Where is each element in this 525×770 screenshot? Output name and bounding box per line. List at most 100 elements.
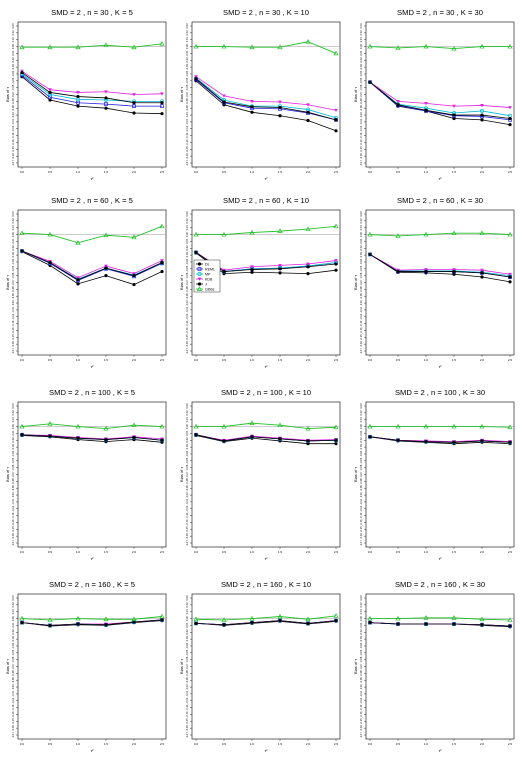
y-tick-label: 0.00: [11, 43, 15, 49]
y-tick-label: -0.05: [185, 649, 189, 655]
y-tick-label: -0.01: [185, 50, 189, 56]
marker-j: [334, 438, 338, 442]
y-tick-label: -0.06: [359, 272, 363, 278]
marker-kdb: [132, 93, 136, 97]
marker-j: [480, 113, 484, 117]
marker-kdb: [250, 265, 254, 269]
y-tick-label: 0.03: [359, 211, 363, 217]
x-tick-label: 1.5: [104, 358, 109, 362]
x-tick-label: 2.0: [306, 742, 311, 746]
y-tick-label: -0.15: [11, 146, 15, 152]
y-tick-label: -0.15: [359, 718, 363, 724]
marker-kdb: [452, 268, 456, 272]
series-line-dl: [369, 436, 511, 445]
y-axis-label: Bias of τ: [353, 467, 358, 482]
marker-dl: [76, 282, 80, 286]
y-tick-label: -0.13: [185, 512, 189, 518]
y-tick-label: -0.09: [185, 293, 189, 299]
y-tick-label: -0.15: [185, 334, 189, 340]
y-axis-label: Bias of τ: [5, 275, 10, 290]
x-tick-label: 2.5: [508, 170, 513, 174]
x-tick-label: 2.0: [132, 550, 137, 554]
y-tick-label: -0.10: [185, 684, 189, 690]
y-tick-label: -0.15: [359, 146, 363, 152]
y-axis-label: Bias of τ: [353, 659, 358, 674]
x-tick-label: 1.0: [76, 170, 81, 174]
y-tick-label: -0.17: [11, 731, 15, 737]
marker-dl: [278, 114, 282, 118]
marker-dl: [334, 129, 338, 133]
marker-mp: [197, 272, 202, 276]
y-tick-label: -0.01: [185, 238, 189, 244]
marker-dl: [104, 274, 108, 278]
y-tick-label: -0.03: [359, 636, 363, 642]
marker-reml: [132, 104, 136, 108]
x-tick-label: 1.5: [452, 550, 457, 554]
marker-gibbs: [19, 615, 25, 621]
y-tick-label: -0.16: [359, 153, 363, 159]
legend-label-j: J: [205, 282, 207, 286]
series-line-j: [369, 436, 511, 443]
marker-dl: [508, 123, 512, 127]
x-tick-label: 2.5: [334, 742, 339, 746]
marker-j: [334, 118, 338, 122]
y-tick-label: -0.08: [11, 670, 15, 676]
x-tick-label: 2.5: [334, 550, 339, 554]
series-line-j: [195, 434, 337, 442]
marker-j: [222, 623, 226, 627]
marker-kdb: [334, 259, 338, 263]
x-tick-label: 2.5: [508, 358, 513, 362]
marker-dl: [452, 272, 456, 276]
y-tick-label: -0.04: [11, 70, 15, 76]
y-tick-label: -0.17: [185, 159, 189, 165]
panel: SMD = 2 , n = 30 , K = 50.030.020.010.00…: [5, 8, 167, 181]
y-tick-label: -0.13: [185, 320, 189, 326]
marker-gibbs: [507, 231, 513, 237]
x-tick-label: 1.5: [278, 358, 283, 362]
y-tick-label: -0.03: [359, 444, 363, 450]
panel: SMD = 2 , n = 160 , K = 300.030.020.010.…: [353, 580, 515, 753]
y-tick-label: -0.10: [11, 300, 15, 306]
y-tick-label: -0.14: [11, 519, 15, 525]
y-tick-label: -0.17: [185, 347, 189, 353]
marker-kdb: [424, 102, 428, 106]
y-tick-label: -0.02: [11, 437, 15, 443]
x-tick-label: 0.0: [368, 358, 373, 362]
y-tick-label: -0.12: [185, 697, 189, 703]
y-tick-label: -0.17: [11, 159, 15, 165]
series-line-j: [195, 78, 337, 121]
y-tick-label: -0.02: [11, 629, 15, 635]
marker-gibbs: [75, 240, 81, 245]
y-tick-label: -0.12: [359, 505, 363, 511]
y-tick-label: -0.03: [11, 636, 15, 642]
panel-title: SMD = 2 , n = 100 , K = 30: [395, 388, 485, 397]
y-tick-label: 0.03: [11, 23, 15, 29]
marker-gibbs: [131, 44, 137, 50]
y-tick-label: -0.10: [359, 684, 363, 690]
y-tick-label: 0.02: [359, 410, 363, 416]
y-axis-label: Bias of τ: [5, 87, 10, 102]
marker-j: [250, 621, 254, 625]
series-line-gibbs: [195, 615, 337, 621]
marker-gibbs: [47, 44, 53, 50]
marker-j: [48, 261, 52, 265]
marker-j: [104, 266, 108, 270]
y-tick-label: -0.17: [359, 539, 363, 545]
marker-j: [20, 249, 24, 253]
y-tick-label: -0.14: [359, 711, 363, 717]
series-line-kdb: [369, 81, 511, 108]
y-tick-label: -0.04: [11, 642, 15, 648]
x-tick-label: 0.5: [396, 742, 401, 746]
marker-dl: [508, 280, 512, 284]
plot-frame: [365, 401, 515, 548]
y-tick-label: 0.00: [185, 423, 189, 429]
x-tick-label: 0.0: [194, 358, 199, 362]
marker-dl: [132, 282, 136, 287]
series-line-j: [21, 619, 163, 626]
y-tick-label: -0.05: [359, 77, 363, 83]
y-tick-label: 0.01: [359, 417, 363, 423]
y-tick-label: -0.16: [11, 153, 15, 159]
marker-gibbs: [507, 424, 513, 430]
y-tick-label: -0.15: [359, 334, 363, 340]
marker-dl: [250, 110, 254, 114]
